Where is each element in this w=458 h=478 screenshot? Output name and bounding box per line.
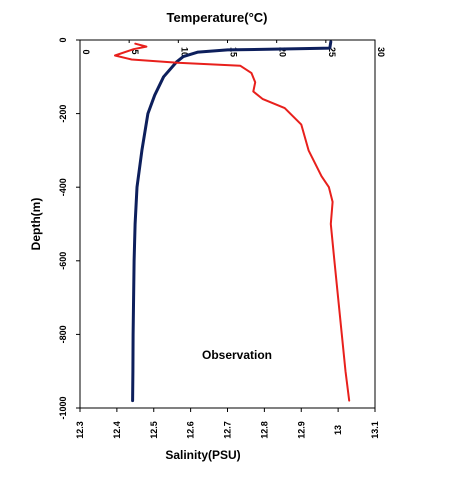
salinity-tick-labels: 12.3 12.4 12.5 12.6 12.7 12.8 12.9 13 13.1 — [75, 421, 380, 439]
depth-tick-label: -800 — [58, 325, 68, 343]
temperature-axis-title: Temperature(°C) — [166, 10, 267, 25]
depth-tick-label: -400 — [58, 178, 68, 196]
temperature-tick-label: 5 — [130, 49, 140, 54]
series-group — [114, 40, 351, 403]
temperature-profile-line — [131, 40, 333, 403]
temperature-tick-label: 20 — [278, 47, 288, 57]
depth-tick-label: -600 — [58, 252, 68, 270]
salinity-tick-label: 12.4 — [112, 421, 122, 439]
temperature-tick-label: 0 — [81, 49, 91, 54]
depth-tick-label: -200 — [58, 105, 68, 123]
salinity-tick-label: 12.3 — [75, 421, 85, 439]
depth-tick-labels: 0 -200 -400 -600 -800 -1000 — [58, 37, 68, 419]
salinity-tick-label: 13.1 — [370, 421, 380, 439]
salinity-tick-label: 13 — [333, 425, 343, 435]
depth-axis-title: Depth(m) — [29, 198, 43, 251]
temperature-tick-label: 25 — [327, 47, 337, 57]
temperature-tick-label: 15 — [229, 47, 239, 57]
salinity-axis-title: Salinity(PSU) — [165, 448, 240, 462]
salinity-tick-label: 12.9 — [296, 421, 306, 439]
salinity-tick-label: 12.7 — [223, 421, 233, 439]
temperature-tick-labels: 0 5 10 15 20 25 30 — [81, 47, 386, 57]
temperature-tick-label: 10 — [179, 47, 189, 57]
salinity-profile-line — [114, 42, 351, 402]
tick-marks — [76, 39, 376, 412]
temperature-tick-label: 30 — [376, 47, 386, 57]
depth-tick-label: 0 — [58, 37, 68, 42]
salinity-tick-label: 12.5 — [149, 421, 159, 439]
salinity-tick-label: 12.6 — [186, 421, 196, 439]
salinity-tick-label: 12.8 — [259, 421, 269, 439]
depth-tick-label: -1000 — [58, 396, 68, 419]
observation-label: Observation — [202, 348, 272, 362]
